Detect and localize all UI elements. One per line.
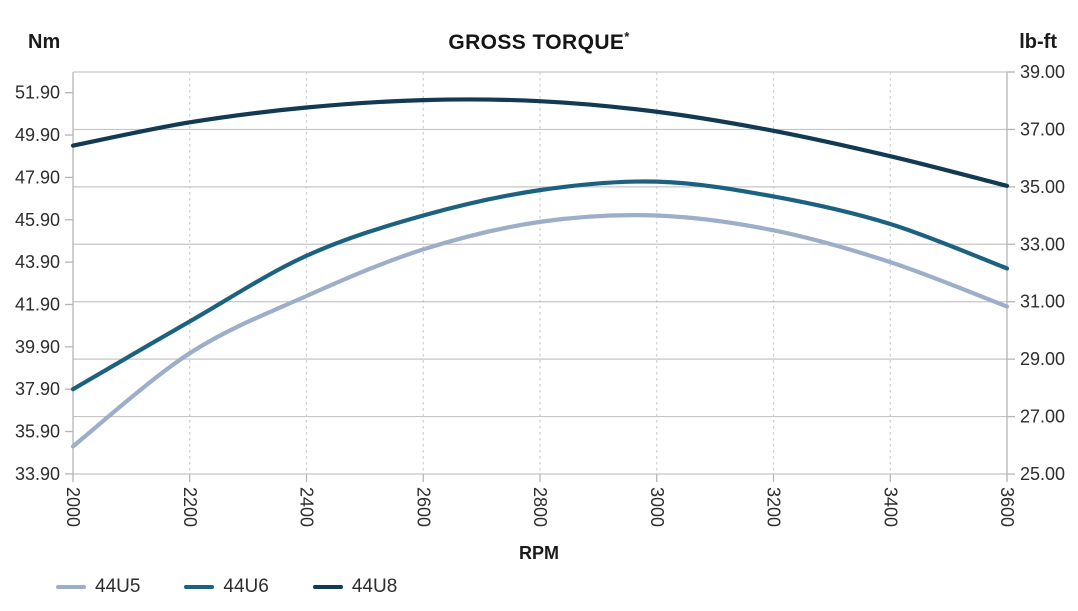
y-axis-left-tick-label: 33.90 (15, 464, 60, 484)
legend-item-44U5: 44U5 (56, 576, 140, 598)
x-axis-tick-label: 3000 (647, 487, 667, 527)
legend-line-swatch-44U8 (312, 585, 343, 589)
y-axis-left-tick-label: 45.90 (15, 210, 60, 230)
y-axis-right-tick-label: 29.00 (1020, 349, 1065, 369)
x-axis-tick-label: 3200 (764, 487, 784, 527)
y-axis-right-tick-label: 31.00 (1020, 292, 1065, 312)
legend: 44U5 44U6 44U8 (56, 575, 397, 599)
series-line-44U6 (70, 179, 1010, 392)
y-axis-right-tick-label: 37.00 (1020, 119, 1065, 139)
left-axis-unit-label: Nm (28, 31, 61, 53)
y-axis-left-tick-label: 49.90 (15, 125, 60, 145)
chart-title-asterisk: * (624, 30, 630, 44)
x-axis-tick-label: 3600 (997, 487, 1017, 527)
x-axis-tick-label: 2200 (180, 487, 200, 527)
legend-line-swatch-44U5 (56, 585, 86, 589)
chart-title-text: GROSS TORQUE (448, 31, 625, 54)
x-axis-tick-label: 2000 (63, 487, 83, 527)
x-axis-tick-label: 2800 (530, 487, 550, 527)
y-axis-right-tick-label: 25.00 (1020, 464, 1065, 484)
x-axis-tick-label: 2400 (297, 487, 317, 527)
y-axis-right-tick-label: 39.00 (1020, 62, 1065, 82)
y-axis-right-tick-label: 33.00 (1020, 234, 1065, 254)
legend-label-44U5: 44U5 (95, 576, 141, 597)
legend-item-44U6: 44U6 (184, 576, 269, 598)
y-axis-left-tick-label: 35.90 (15, 422, 60, 442)
right-axis-unit-label: lb-ft (1019, 31, 1057, 53)
y-axis-left-tick-label: 41.90 (15, 294, 60, 314)
legend-label-44U6: 44U6 (223, 576, 269, 597)
y-axis-left-tick-label: 39.90 (15, 337, 60, 357)
legend-label-44U8: 44U8 (351, 576, 398, 597)
y-axis-right-tick-label: 27.00 (1020, 407, 1065, 427)
series-line-44U5 (70, 213, 1010, 449)
legend-line-swatch-44U6 (184, 585, 215, 589)
y-axis-left-tick-label: 37.90 (15, 379, 60, 399)
chart-title: GROSS TORQUE* (0, 30, 1078, 55)
legend-item-44U8: 44U8 (312, 576, 398, 598)
x-axis-tick-label: 3400 (880, 487, 900, 527)
y-axis-left-tick-label: 43.90 (15, 252, 60, 272)
y-axis-left-tick-label: 47.90 (15, 167, 60, 187)
series-line-44U8 (70, 97, 1010, 188)
x-axis-label: RPM (519, 543, 559, 563)
y-axis-right-tick-label: 35.00 (1020, 177, 1065, 197)
y-axis-left-tick-label: 51.90 (15, 83, 60, 103)
x-axis-tick-label: 2600 (413, 487, 433, 527)
